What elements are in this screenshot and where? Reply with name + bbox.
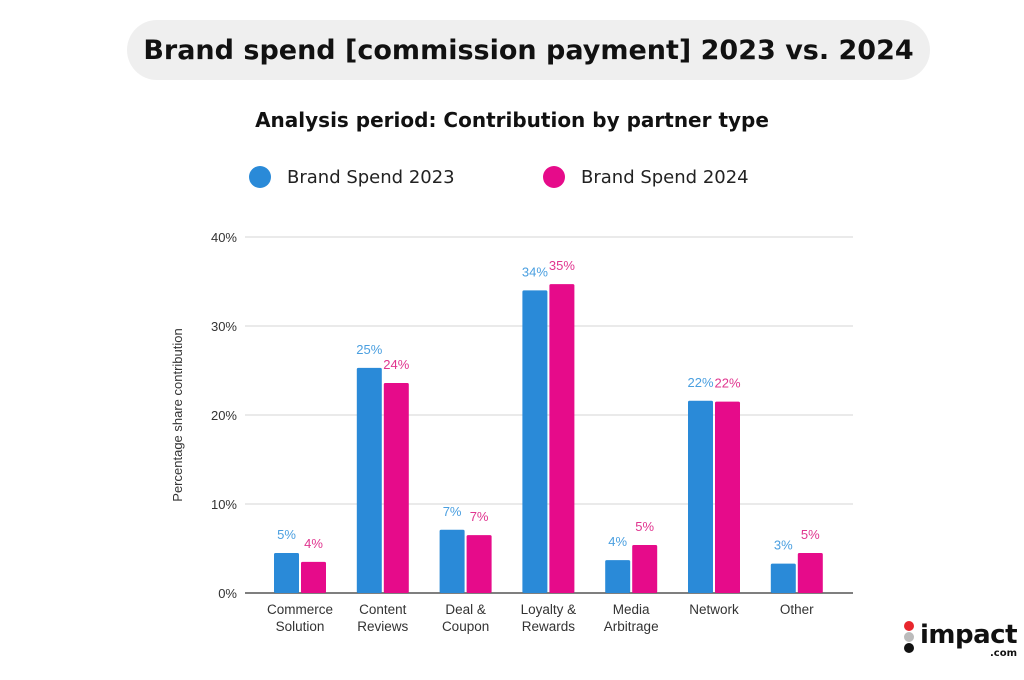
bar-2024	[466, 535, 492, 593]
bar-2024	[715, 401, 740, 593]
bar-2024	[301, 561, 326, 593]
impact-logo-text: impact	[920, 620, 1018, 650]
bar-2024	[797, 552, 823, 593]
data-label: 5%	[801, 527, 820, 542]
chart-title-banner: Brand spend [commission payment] 2023 vs…	[127, 20, 930, 80]
data-label: 22%	[687, 375, 713, 390]
x-tick-label: Other	[780, 602, 814, 617]
bar-2023	[605, 560, 631, 593]
data-label: 7%	[443, 504, 462, 519]
data-label: 4%	[304, 536, 323, 551]
y-tick-label: 20%	[211, 408, 237, 423]
x-tick-label: Network	[689, 602, 739, 617]
bar-2024	[383, 382, 409, 593]
x-tick-label: Solution	[276, 619, 325, 634]
page-title: Brand spend [commission payment] 2023 vs…	[143, 34, 914, 66]
impact-logo-suffix: .com	[989, 648, 1018, 659]
bar-2023	[688, 400, 713, 593]
legend-dot-2024-icon	[543, 166, 565, 188]
bar-2023	[274, 552, 299, 593]
data-label: 35%	[549, 258, 575, 273]
y-tick-label: 0%	[218, 586, 237, 601]
y-tick-label: 30%	[211, 319, 237, 334]
bar-2023	[356, 367, 382, 593]
x-tick-label: Media	[613, 602, 650, 617]
data-label: 5%	[635, 519, 654, 534]
data-label: 3%	[774, 538, 793, 553]
x-tick-label: Rewards	[522, 619, 576, 634]
data-label: 34%	[522, 264, 548, 279]
y-tick-label: 10%	[211, 497, 237, 512]
x-tick-label: Loyalty &	[521, 602, 577, 617]
x-tick-label: Deal &	[445, 602, 486, 617]
data-label: 5%	[277, 527, 296, 542]
bar-2023	[770, 563, 796, 593]
legend-label-2023: Brand Spend 2023	[287, 166, 455, 188]
data-label: 7%	[470, 509, 489, 524]
bar-2023	[439, 529, 465, 593]
legend-dot-2023-icon	[249, 166, 271, 188]
data-label: 24%	[383, 357, 409, 372]
impact-logo: impact .com	[903, 620, 1018, 659]
data-label: 4%	[608, 534, 627, 549]
x-tick-label: Reviews	[357, 619, 408, 634]
bar-2023	[522, 290, 548, 593]
legend-item-2023: Brand Spend 2023	[249, 166, 455, 188]
data-label: 22%	[714, 376, 740, 391]
bar-2024	[632, 544, 658, 593]
legend-label-2024: Brand Spend 2024	[581, 166, 749, 188]
bar-2024	[549, 284, 575, 593]
data-label: 25%	[356, 342, 382, 357]
x-tick-label: Coupon	[442, 619, 489, 634]
impact-logo-dots-icon	[904, 621, 914, 653]
x-tick-label: Commerce	[267, 602, 333, 617]
y-tick-label: 40%	[211, 230, 237, 245]
legend-item-2024: Brand Spend 2024	[543, 166, 749, 188]
chart-subtitle: Analysis period: Contribution by partner…	[255, 108, 769, 132]
y-axis-label: Percentage share contribution	[170, 328, 185, 501]
x-tick-label: Arbitrage	[604, 619, 659, 634]
x-tick-label: Content	[359, 602, 407, 617]
